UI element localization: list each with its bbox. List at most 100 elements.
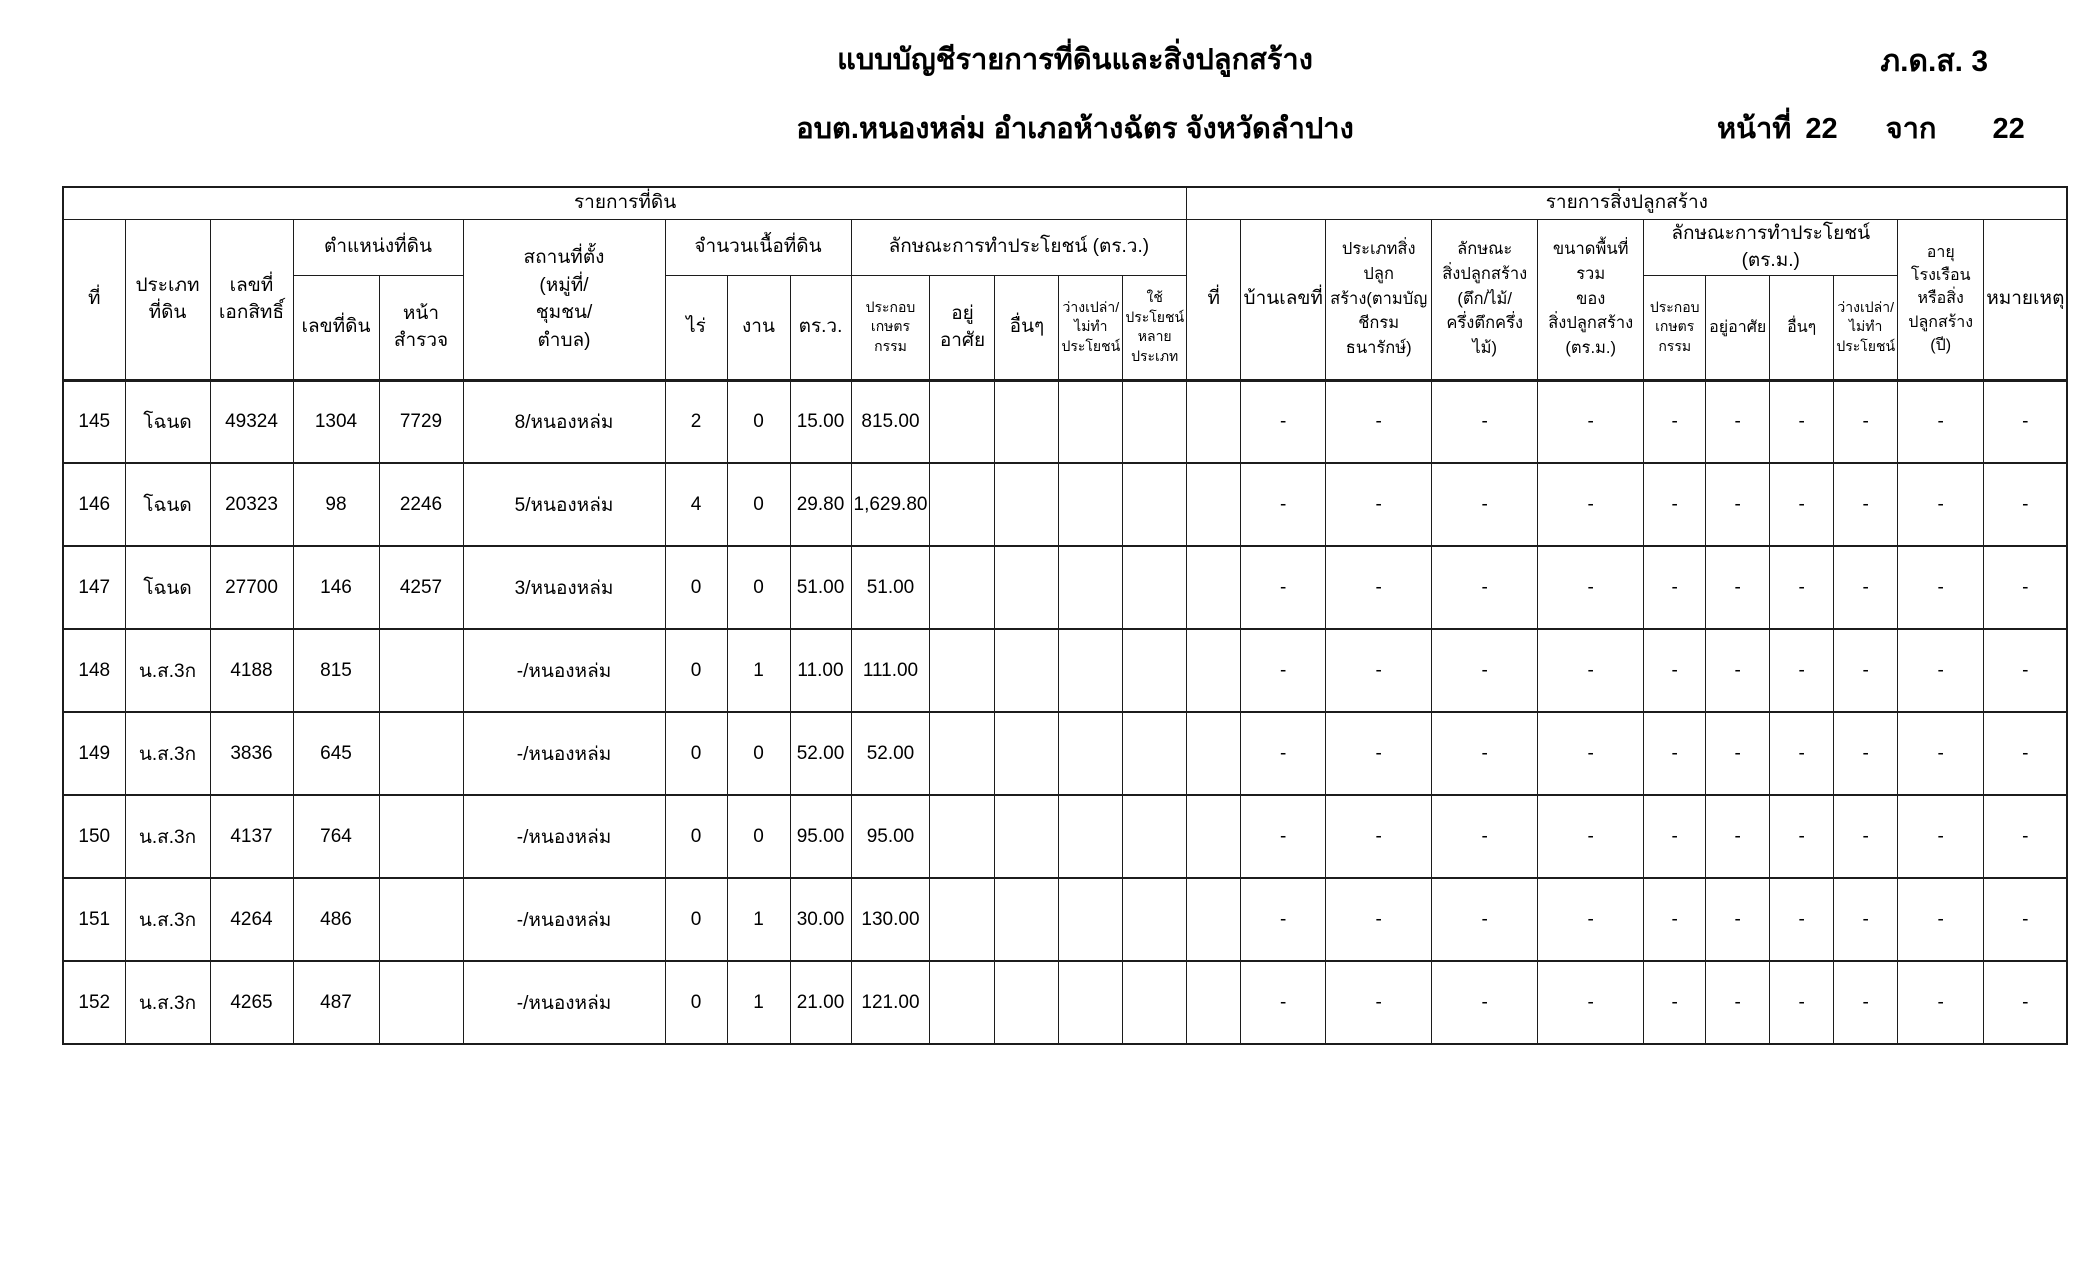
- col-header-location: สถานที่ตั้ง (หมู่ที่/ ชุมชน/ ตำบล): [462, 218, 666, 381]
- page-subtitle: อบต.หนองหล่ม อำเภอห้างฉัตร จังหวัดลำปาง: [796, 113, 1354, 145]
- cell-location: 5/หนองหล่ม: [462, 462, 666, 548]
- cell-house_no: -: [1240, 877, 1327, 963]
- cell-rai: 0: [664, 794, 728, 880]
- cell-building_type: -: [1325, 960, 1433, 1046]
- cell-deed_no: 4264: [209, 877, 294, 963]
- cell-b_vacant: -: [1833, 877, 1899, 963]
- cell-no: 146: [62, 462, 126, 548]
- building-section-title: รายการสิ่งปลูกสร้าง: [1186, 186, 2068, 220]
- cell-survey_page: 4257: [378, 545, 464, 631]
- cell-building_type: -: [1325, 462, 1433, 548]
- cell-b_agriculture: -: [1643, 628, 1707, 714]
- col-header-multi-use: ใช้ประโยชน์ หลาย ประเภท: [1122, 274, 1188, 381]
- cell-other: [994, 794, 1060, 880]
- cell-building_type: -: [1325, 545, 1433, 631]
- cell-ngan: 1: [726, 960, 791, 1046]
- page-total: 22: [1992, 113, 2025, 145]
- cell-parcel_no: 146: [292, 545, 380, 631]
- col-header-remark: หมายเหตุ: [1983, 218, 2068, 381]
- col-header-sq-wa: ตร.ว.: [789, 274, 852, 381]
- cell-building_area: -: [1537, 960, 1645, 1046]
- col-header-building-character: ลักษณะ สิ่งปลูกสร้าง (ตึก/ไม้/ ครึ่งตึกค…: [1431, 218, 1539, 381]
- page-number-label: หน้าที่: [1717, 113, 1792, 145]
- cell-vacant: [1058, 877, 1124, 963]
- col-header-building-age: อายุ โรงเรือน หรือสิ่ง ปลูกสร้าง (ปี): [1897, 218, 1985, 381]
- cell-b_no: [1186, 877, 1242, 963]
- cell-building_character: -: [1431, 545, 1539, 631]
- cell-b_no: [1186, 378, 1242, 465]
- cell-deed_no: 3836: [209, 711, 294, 797]
- cell-ngan: 0: [726, 545, 791, 631]
- cell-b_vacant: -: [1833, 794, 1899, 880]
- page-number: 22: [1805, 113, 1838, 145]
- table-row: 149 น.ส.3ก 3836 645 -/หนองหล่ม 0 0 52.00 52.00- -…: [62, 711, 2068, 797]
- cell-building_character: -: [1431, 711, 1539, 797]
- cell-rai: 0: [664, 711, 728, 797]
- cell-sq_wa: 30.00: [789, 877, 852, 963]
- cell-b_agriculture: -: [1643, 545, 1707, 631]
- cell-vacant: [1058, 378, 1124, 465]
- cell-deed_no: 27700: [209, 545, 294, 631]
- cell-multi_use: [1122, 960, 1188, 1046]
- cell-building_character: -: [1431, 877, 1539, 963]
- table-row: 151 น.ส.3ก 4264 486 -/หนองหล่ม 0 1 30.00 130.00-…: [62, 877, 2068, 963]
- cell-b_no: [1186, 628, 1242, 714]
- table-row: 146 โฉนด 20323 98 2246 5/หนองหล่ม 4 0 29.80 1,629…: [62, 462, 2068, 548]
- cell-deed_no: 4137: [209, 794, 294, 880]
- cell-ngan: 0: [726, 378, 791, 465]
- cell-other: [994, 462, 1060, 548]
- cell-building_age: -: [1897, 462, 1985, 548]
- cell-parcel_no: 764: [292, 794, 380, 880]
- cell-building_character: -: [1431, 462, 1539, 548]
- page-title: แบบบัญชีรายการที่ดินและสิ่งปลูกสร้าง: [837, 44, 1313, 76]
- cell-b_residential: -: [1705, 378, 1771, 465]
- col-header-building-type: ประเภทสิ่งปลูก สร้าง(ตามบัญ ชีกรมธนารักษ…: [1325, 218, 1433, 381]
- cell-b_vacant: -: [1833, 711, 1899, 797]
- cell-agriculture: 121.00: [850, 960, 931, 1046]
- cell-vacant: [1058, 462, 1124, 548]
- cell-agriculture: 51.00: [850, 545, 931, 631]
- cell-b_no: [1186, 960, 1242, 1046]
- cell-remark: -: [1983, 960, 2068, 1046]
- cell-b_vacant: -: [1833, 628, 1899, 714]
- cell-survey_page: [378, 711, 464, 797]
- cell-sq_wa: 21.00: [789, 960, 852, 1046]
- cell-building_age: -: [1897, 378, 1985, 465]
- cell-building_character: -: [1431, 960, 1539, 1046]
- cell-rai: 0: [664, 960, 728, 1046]
- cell-survey_page: [378, 628, 464, 714]
- cell-vacant: [1058, 960, 1124, 1046]
- cell-vacant: [1058, 711, 1124, 797]
- col-header-building-residential: อยู่อาศัย: [1705, 274, 1771, 381]
- cell-no: 145: [62, 378, 126, 465]
- cell-vacant: [1058, 545, 1124, 631]
- cell-parcel_no: 486: [292, 877, 380, 963]
- cell-land_type: โฉนด: [124, 545, 211, 631]
- cell-parcel_no: 815: [292, 628, 380, 714]
- cell-residential: [929, 877, 996, 963]
- col-header-land-type: ประเภท ที่ดิน: [124, 218, 211, 381]
- cell-residential: [929, 960, 996, 1046]
- cell-survey_page: [378, 960, 464, 1046]
- col-header-residential: อยู่อาศัย: [929, 274, 996, 381]
- cell-sq_wa: 11.00: [789, 628, 852, 714]
- cell-no: 148: [62, 628, 126, 714]
- cell-b_no: [1186, 711, 1242, 797]
- land-building-table: รายการที่ดิน รายการสิ่งปลูกสร้าง ที่ ประ…: [62, 186, 2069, 1046]
- cell-b_vacant: -: [1833, 462, 1899, 548]
- col-header-building-agriculture: ประกอบ เกษตร กรรม: [1643, 274, 1707, 381]
- table-row: 150 น.ส.3ก 4137 764 -/หนองหล่ม 0 0 95.00 95.00- -…: [62, 794, 2068, 880]
- cell-b_agriculture: -: [1643, 378, 1707, 465]
- cell-building_type: -: [1325, 794, 1433, 880]
- cell-location: -/หนองหล่ม: [462, 794, 666, 880]
- cell-b_residential: -: [1705, 877, 1771, 963]
- cell-survey_page: 2246: [378, 462, 464, 548]
- col-header-house-no: บ้านเลขที่: [1240, 218, 1327, 381]
- cell-location: 3/หนองหล่ม: [462, 545, 666, 631]
- cell-building_age: -: [1897, 545, 1985, 631]
- col-header-building-other: อื่นๆ: [1769, 274, 1835, 381]
- cell-b_no: [1186, 794, 1242, 880]
- cell-land_type: น.ส.3ก: [124, 628, 211, 714]
- cell-parcel_no: 487: [292, 960, 380, 1046]
- cell-agriculture: 130.00: [850, 877, 931, 963]
